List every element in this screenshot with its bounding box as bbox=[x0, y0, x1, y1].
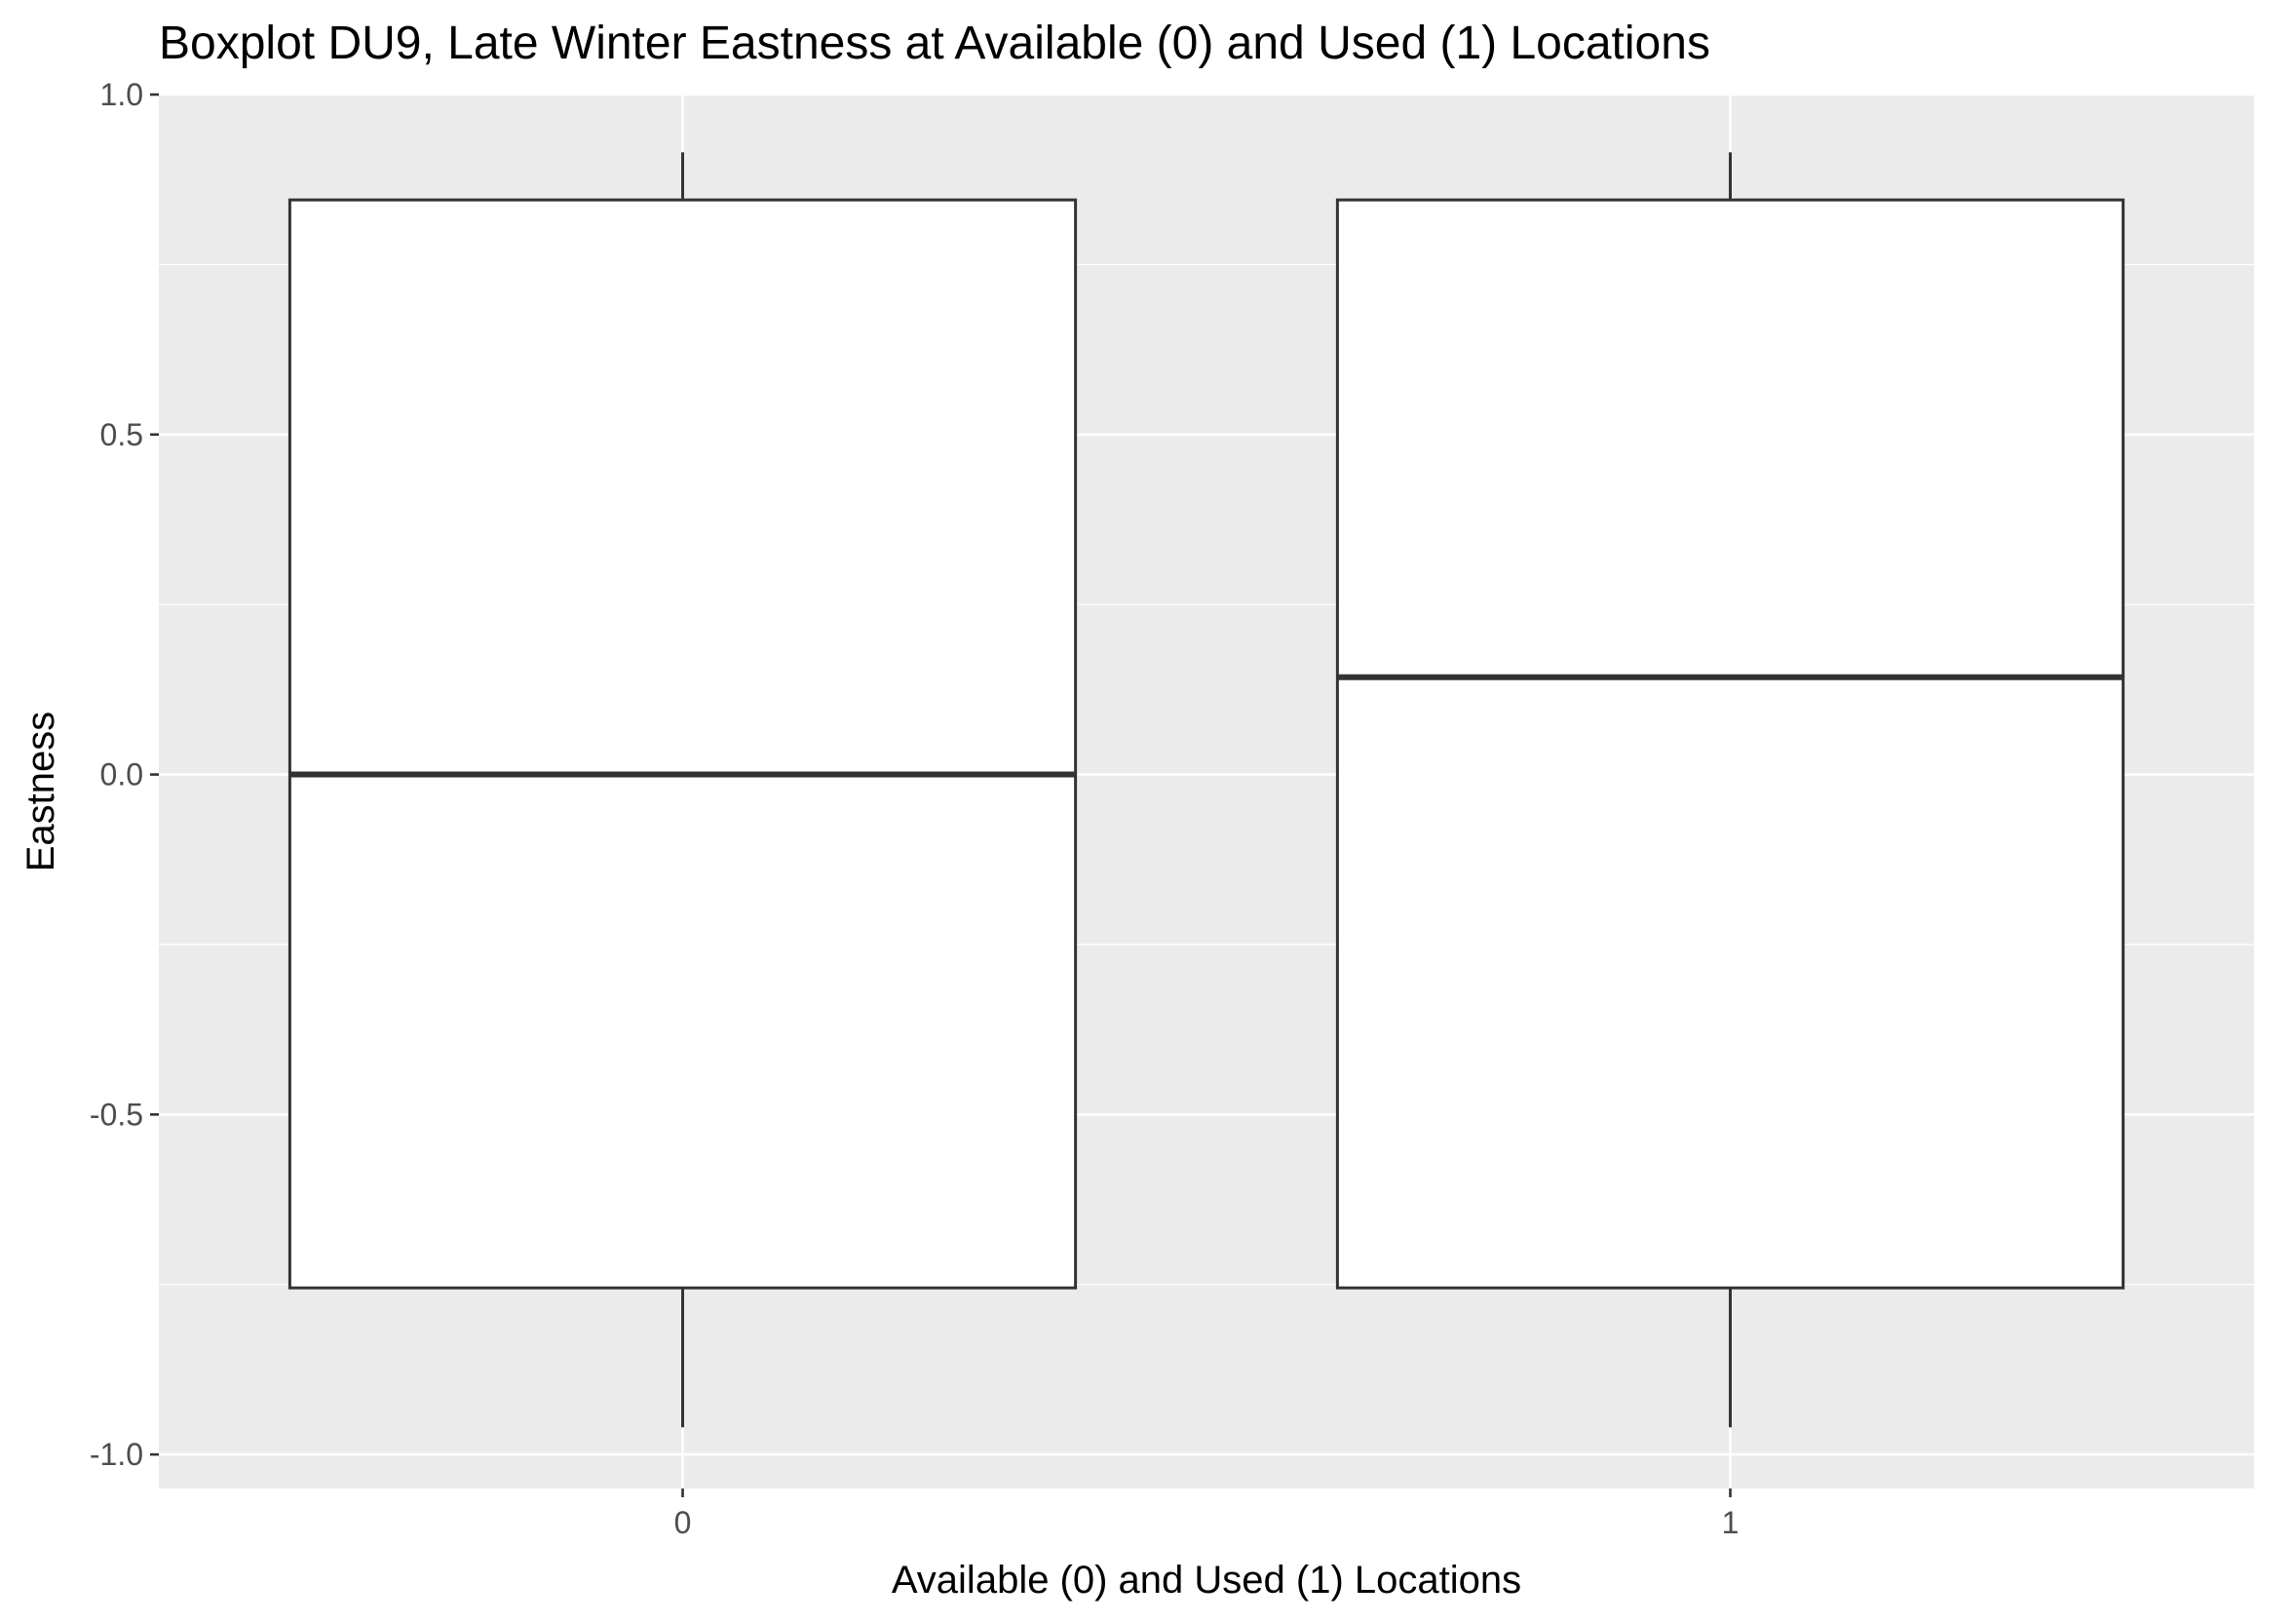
y-tick-label: 0.0 bbox=[100, 757, 143, 792]
y-tick-label: 1.0 bbox=[100, 77, 143, 112]
chart-title: Boxplot DU9, Late Winter Eastness at Ava… bbox=[159, 18, 1710, 69]
y-tick-label: -1.0 bbox=[90, 1437, 143, 1472]
y-tick-label: 0.5 bbox=[100, 417, 143, 452]
x-axis-title: Available (0) and Used (1) Locations bbox=[892, 1559, 1521, 1602]
boxes bbox=[287, 152, 2125, 1428]
y-tick-label: -0.5 bbox=[90, 1097, 143, 1132]
box-category-0 bbox=[287, 152, 1078, 1428]
box-category-1 bbox=[1335, 152, 2125, 1428]
iqr-box bbox=[287, 198, 1078, 1290]
y-axis-title: Eastness bbox=[19, 712, 62, 872]
x-tick-label: 0 bbox=[674, 1505, 692, 1540]
x-tick-label: 1 bbox=[1722, 1505, 1740, 1540]
axes: -1.0 -0.5 0.0 0.5 1.0 0 1 bbox=[90, 77, 1740, 1540]
iqr-box bbox=[1335, 198, 2125, 1290]
